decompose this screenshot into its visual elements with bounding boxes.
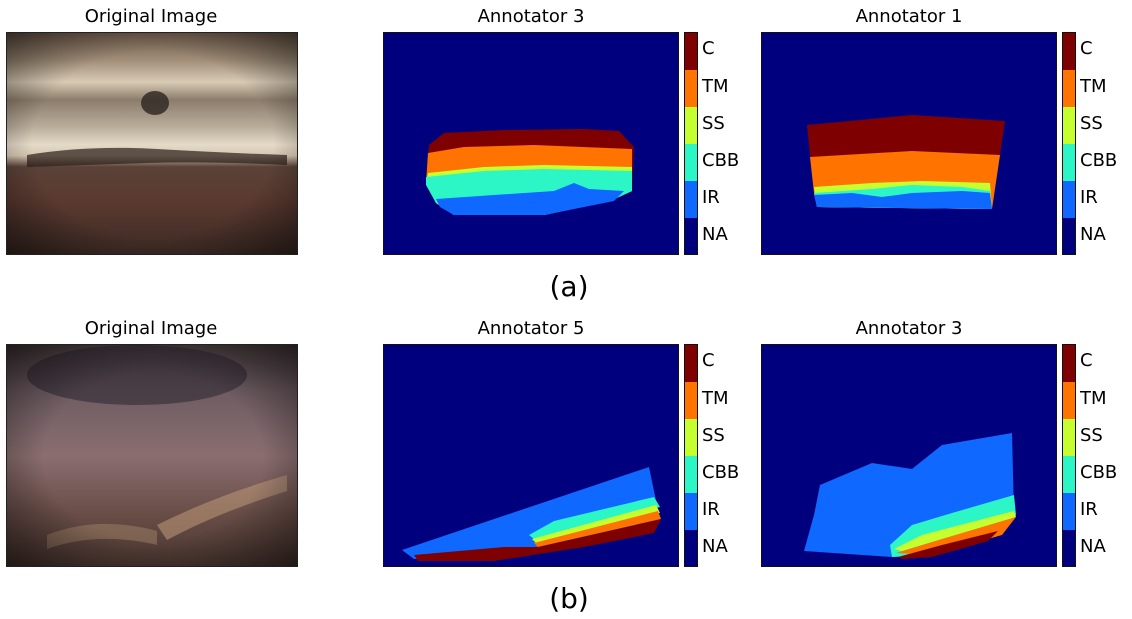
legend-label-na: NA <box>1080 224 1106 245</box>
original-image-a <box>6 32 298 255</box>
legend-label-ss: SS <box>1080 425 1103 446</box>
segmentation-a1 <box>383 32 679 255</box>
legend-label-na: NA <box>702 224 728 245</box>
legend-label-ir: IR <box>702 187 720 208</box>
caption-a: (a) <box>549 270 589 303</box>
legend-label-cbb: CBB <box>702 150 740 171</box>
legend-label-ir: IR <box>702 499 720 520</box>
legend-label-na: NA <box>1080 536 1106 557</box>
legend-label-c: C <box>702 38 715 59</box>
legend-label-ss: SS <box>702 425 725 446</box>
colorbar-a2 <box>1062 32 1076 255</box>
legend-label-na: NA <box>702 536 728 557</box>
legend-label-tm: TM <box>1080 76 1107 97</box>
title-annotator-b2: Annotator 3 <box>855 318 963 339</box>
colorbar-a1 <box>684 32 698 255</box>
legend-label-ir: IR <box>1080 187 1098 208</box>
legend-label-tm: TM <box>702 76 729 97</box>
title-original-a: Original Image <box>84 6 218 27</box>
title-annotator-a1: Annotator 3 <box>477 6 585 27</box>
caption-b: (b) <box>549 582 589 615</box>
legend-label-ir: IR <box>1080 499 1098 520</box>
legend-label-c: C <box>702 350 715 371</box>
legend-label-ss: SS <box>1080 113 1103 134</box>
title-annotator-a2: Annotator 1 <box>855 6 963 27</box>
original-image-b <box>6 344 298 567</box>
title-annotator-b1: Annotator 5 <box>477 318 585 339</box>
legend-label-tm: TM <box>1080 388 1107 409</box>
segmentation-b1 <box>383 344 679 567</box>
colorbar-b1 <box>684 344 698 567</box>
segmentation-a2 <box>761 32 1057 255</box>
title-original-b: Original Image <box>84 318 218 339</box>
legend-label-c: C <box>1080 38 1093 59</box>
colorbar-b2 <box>1062 344 1076 567</box>
segmentation-b2 <box>761 344 1057 567</box>
legend-label-tm: TM <box>702 388 729 409</box>
legend-label-cbb: CBB <box>702 462 740 483</box>
legend-label-cbb: CBB <box>1080 150 1118 171</box>
legend-label-cbb: CBB <box>1080 462 1118 483</box>
legend-label-c: C <box>1080 350 1093 371</box>
legend-label-ss: SS <box>702 113 725 134</box>
